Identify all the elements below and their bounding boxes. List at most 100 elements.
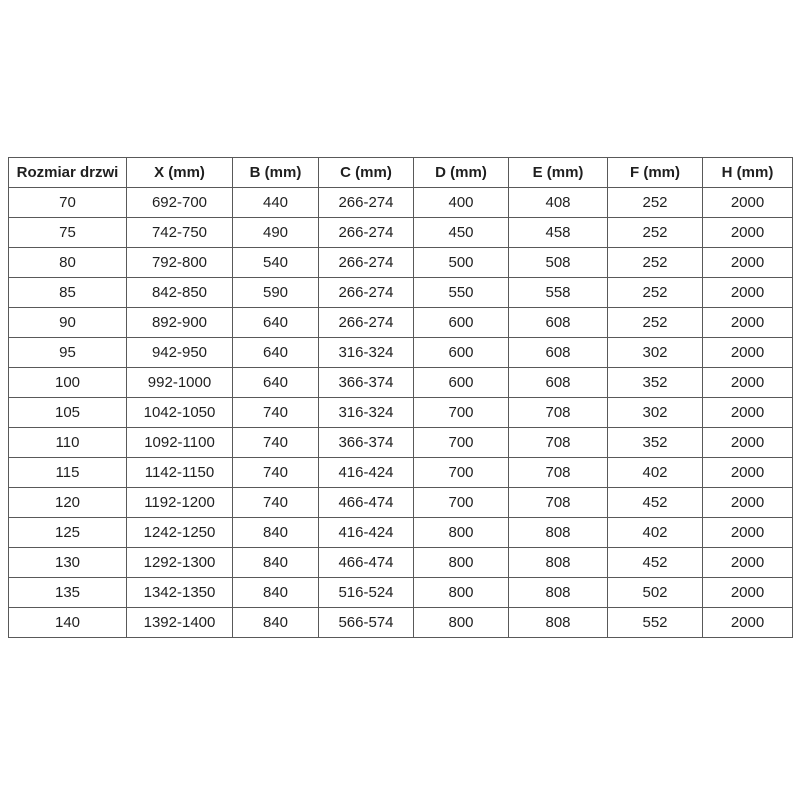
table-cell: 608 [508, 337, 608, 368]
table-cell: 2000 [702, 547, 793, 578]
table-cell: 2000 [702, 187, 793, 218]
table-cell: 600 [413, 367, 509, 398]
column-header: B (mm) [232, 157, 319, 188]
table-cell: 708 [508, 487, 608, 518]
table-cell: 808 [508, 517, 608, 548]
table-cell: 130 [8, 547, 127, 578]
table-cell: 90 [8, 307, 127, 338]
table-cell: 416-424 [318, 457, 414, 488]
table-row: 90 892-900 640 266-274 600 608 252 2000 [8, 307, 793, 338]
table-cell: 316-324 [318, 397, 414, 428]
table-cell: 640 [232, 367, 319, 398]
table-cell: 558 [508, 277, 608, 308]
table-cell: 2000 [702, 517, 793, 548]
table-cell: 1342-1350 [126, 577, 233, 608]
table-cell: 105 [8, 397, 127, 428]
table-body: 70 692-700 440 266-274 400 408 252 2000 75 742-75… [8, 187, 793, 638]
table-cell: 1092-1100 [126, 427, 233, 458]
table-cell: 2000 [702, 397, 793, 428]
table-cell: 266-274 [318, 187, 414, 218]
table-cell: 110 [8, 427, 127, 458]
table-cell: 366-374 [318, 427, 414, 458]
table-cell: 800 [413, 517, 509, 548]
table-cell: 140 [8, 607, 127, 638]
table-cell: 266-274 [318, 307, 414, 338]
table-row: 135 1342-1350 840 516-524 800 808 502 2000 [8, 577, 793, 608]
table-cell: 252 [607, 277, 703, 308]
column-header: E (mm) [508, 157, 608, 188]
table-cell: 2000 [702, 607, 793, 638]
table-cell: 792-800 [126, 247, 233, 278]
table-cell: 540 [232, 247, 319, 278]
table-cell: 840 [232, 577, 319, 608]
table-cell: 458 [508, 217, 608, 248]
table-cell: 742-750 [126, 217, 233, 248]
table-cell: 1192-1200 [126, 487, 233, 518]
table-cell: 466-474 [318, 547, 414, 578]
table-row: 100 992-1000 640 366-374 600 608 352 2000 [8, 367, 793, 398]
table-cell: 2000 [702, 307, 793, 338]
table-row: 115 1142-1150 740 416-424 700 708 402 2000 [8, 457, 793, 488]
table-row: 130 1292-1300 840 466-474 800 808 452 2000 [8, 547, 793, 578]
table-cell: 252 [607, 217, 703, 248]
table-cell: 85 [8, 277, 127, 308]
table-cell: 2000 [702, 247, 793, 278]
table-cell: 892-900 [126, 307, 233, 338]
table-cell: 490 [232, 217, 319, 248]
table-row: 140 1392-1400 840 566-574 800 808 552 2000 [8, 607, 793, 638]
column-header: F (mm) [607, 157, 703, 188]
door-size-spec-table: Rozmiar drzwi X (mm) B (mm) C (mm) D (mm) E (… [8, 157, 793, 638]
table-cell: 1392-1400 [126, 607, 233, 638]
table-cell: 740 [232, 487, 319, 518]
table-cell: 740 [232, 427, 319, 458]
table-cell: 516-524 [318, 577, 414, 608]
table-cell: 992-1000 [126, 367, 233, 398]
table-cell: 708 [508, 457, 608, 488]
table-cell: 708 [508, 397, 608, 428]
table-cell: 400 [413, 187, 509, 218]
table-cell: 800 [413, 577, 509, 608]
table-cell: 440 [232, 187, 319, 218]
table-row: 95 942-950 640 316-324 600 608 302 2000 [8, 337, 793, 368]
table-row: 125 1242-1250 840 416-424 800 808 402 2000 [8, 517, 793, 548]
table-cell: 840 [232, 547, 319, 578]
table-cell: 2000 [702, 427, 793, 458]
table-row: 120 1192-1200 740 466-474 700 708 452 2000 [8, 487, 793, 518]
table-cell: 452 [607, 487, 703, 518]
table-cell: 1242-1250 [126, 517, 233, 548]
table-cell: 740 [232, 457, 319, 488]
table-cell: 266-274 [318, 277, 414, 308]
table-cell: 2000 [702, 337, 793, 368]
table-cell: 550 [413, 277, 509, 308]
column-header: D (mm) [413, 157, 509, 188]
table-cell: 252 [607, 307, 703, 338]
table-cell: 600 [413, 337, 509, 368]
table-header-row: Rozmiar drzwi X (mm) B (mm) C (mm) D (mm) E (… [8, 157, 793, 188]
table-cell: 608 [508, 367, 608, 398]
table-cell: 352 [607, 427, 703, 458]
table-cell: 80 [8, 247, 127, 278]
table-cell: 2000 [702, 277, 793, 308]
table-cell: 2000 [702, 577, 793, 608]
table-cell: 70 [8, 187, 127, 218]
table-cell: 840 [232, 517, 319, 548]
table-cell: 740 [232, 397, 319, 428]
table-cell: 402 [607, 457, 703, 488]
column-header: X (mm) [126, 157, 233, 188]
table-cell: 2000 [702, 457, 793, 488]
table-cell: 700 [413, 457, 509, 488]
table-cell: 566-574 [318, 607, 414, 638]
table-row: 75 742-750 490 266-274 450 458 252 2000 [8, 217, 793, 248]
table-row: 110 1092-1100 740 366-374 700 708 352 2000 [8, 427, 793, 458]
table-cell: 416-424 [318, 517, 414, 548]
table-cell: 808 [508, 577, 608, 608]
table-cell: 100 [8, 367, 127, 398]
table-cell: 800 [413, 547, 509, 578]
table-cell: 450 [413, 217, 509, 248]
table-cell: 840 [232, 607, 319, 638]
table-cell: 1142-1150 [126, 457, 233, 488]
table-cell: 508 [508, 247, 608, 278]
table-cell: 120 [8, 487, 127, 518]
table-cell: 75 [8, 217, 127, 248]
